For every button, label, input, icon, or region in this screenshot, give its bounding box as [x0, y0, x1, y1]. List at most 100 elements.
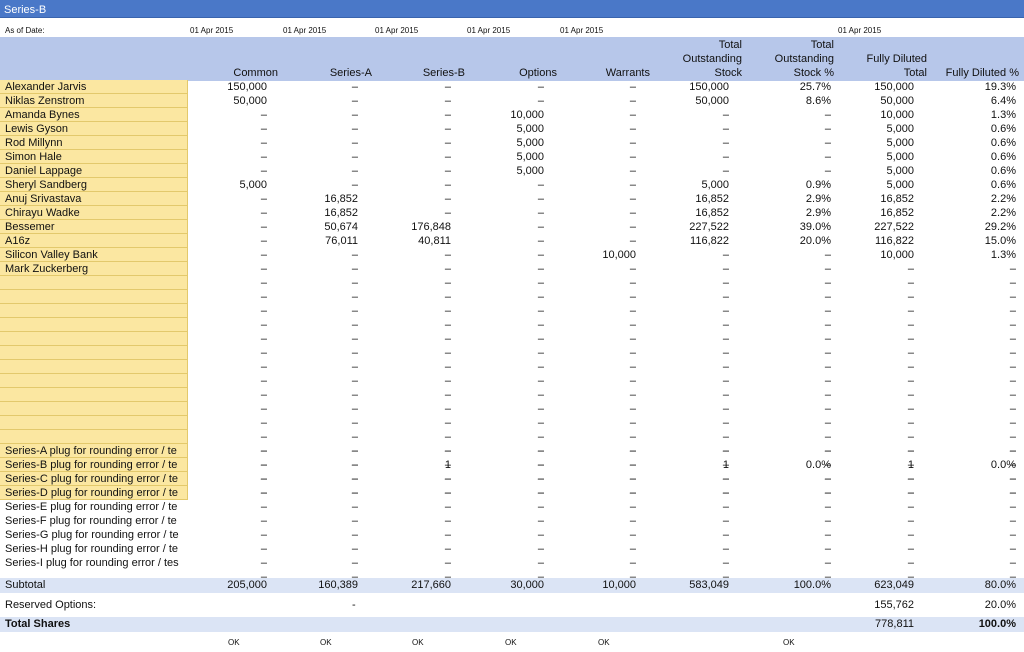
table-cell[interactable]: – [629, 165, 636, 177]
table-cell[interactable]: 16,852 [880, 207, 914, 219]
table-cell[interactable]: – [824, 109, 831, 121]
table-cell[interactable]: – [351, 95, 358, 107]
table-cell[interactable]: 10,000 [880, 109, 914, 121]
table-cell[interactable]: 1 [444, 459, 451, 471]
table-cell[interactable]: – [444, 81, 451, 93]
column-header-common[interactable]: Common [233, 67, 278, 79]
table-cell[interactable]: – [444, 123, 451, 135]
subtotal-cell[interactable]: 217,660 [411, 579, 451, 591]
table-cell[interactable]: – [537, 417, 544, 429]
table-cell[interactable]: – [260, 333, 267, 345]
table-cell[interactable]: – [907, 333, 914, 345]
table-cell[interactable]: – [444, 459, 451, 471]
table-cell[interactable]: – [824, 375, 831, 387]
table-cell[interactable]: – [260, 263, 267, 275]
table-cell[interactable]: – [444, 543, 451, 555]
table-cell[interactable]: – [351, 431, 358, 443]
table-cell[interactable]: – [260, 207, 267, 219]
table-cell[interactable]: – [260, 459, 267, 471]
table-cell[interactable]: – [444, 473, 451, 485]
table-cell[interactable]: – [444, 445, 451, 457]
table-cell[interactable]: – [629, 459, 636, 471]
table-cell[interactable]: – [722, 557, 729, 569]
table-cell[interactable]: 16,852 [695, 193, 729, 205]
table-cell[interactable]: – [1009, 445, 1016, 457]
table-cell[interactable]: – [351, 389, 358, 401]
total-shares-pct[interactable]: 100.0% [978, 618, 1016, 630]
table-cell[interactable]: – [824, 389, 831, 401]
table-cell[interactable]: – [444, 515, 451, 527]
reserved-options-total[interactable]: 155,762 [874, 599, 914, 611]
subtotal-cell[interactable]: 10,000 [602, 579, 636, 591]
table-cell[interactable]: – [351, 333, 358, 345]
table-cell[interactable]: – [629, 375, 636, 387]
table-cell[interactable]: – [722, 375, 729, 387]
table-cell[interactable]: 25.7% [799, 81, 831, 93]
table-cell[interactable]: – [824, 501, 831, 513]
table-cell[interactable]: – [824, 473, 831, 485]
table-cell[interactable]: – [907, 319, 914, 331]
table-cell[interactable]: – [260, 361, 267, 373]
table-cell[interactable]: 5,000 [516, 165, 544, 177]
table-cell[interactable]: – [722, 137, 729, 149]
table-cell[interactable]: – [629, 263, 636, 275]
table-cell[interactable]: – [722, 487, 729, 499]
table-cell[interactable]: – [260, 571, 267, 583]
table-cell[interactable]: 5,000 [701, 179, 729, 191]
table-cell[interactable]: 2.2% [990, 193, 1016, 205]
table-cell[interactable]: – [260, 193, 267, 205]
table-cell[interactable]: – [824, 403, 831, 415]
table-cell[interactable]: – [629, 347, 636, 359]
table-cell[interactable]: – [444, 361, 451, 373]
column-header-options[interactable]: Options [519, 67, 557, 79]
table-cell[interactable]: – [824, 473, 831, 485]
table-cell[interactable]: – [444, 137, 451, 149]
table-cell[interactable]: 227,522 [689, 221, 729, 233]
table-cell[interactable]: – [260, 459, 267, 471]
table-cell[interactable]: – [1009, 417, 1016, 429]
table-cell[interactable]: 15.0% [984, 235, 1016, 247]
table-cell[interactable]: – [537, 431, 544, 443]
table-cell[interactable]: – [260, 319, 267, 331]
table-cell[interactable]: – [824, 445, 831, 457]
table-cell[interactable]: – [260, 445, 267, 457]
table-cell[interactable]: – [537, 501, 544, 513]
table-cell[interactable]: 76,011 [325, 235, 358, 247]
table-cell[interactable]: – [444, 529, 451, 541]
table-cell[interactable]: – [1009, 333, 1016, 345]
table-cell[interactable]: – [537, 291, 544, 303]
table-cell[interactable]: – [722, 431, 729, 443]
table-cell[interactable]: – [722, 473, 729, 485]
table-cell[interactable]: – [824, 487, 831, 499]
table-cell[interactable]: – [629, 571, 636, 583]
table-cell[interactable]: – [537, 81, 544, 93]
holder-name-cell[interactable]: A16z [0, 234, 188, 248]
table-cell[interactable]: – [1009, 347, 1016, 359]
table-cell[interactable]: – [629, 543, 636, 555]
table-cell[interactable]: – [1009, 291, 1016, 303]
table-cell[interactable]: – [824, 165, 831, 177]
table-cell[interactable]: – [537, 263, 544, 275]
table-cell[interactable]: – [824, 123, 831, 135]
table-cell[interactable]: – [351, 403, 358, 415]
table-cell[interactable]: – [444, 445, 451, 457]
sheet-title-bar[interactable]: Series-B [0, 0, 1024, 18]
table-cell[interactable]: – [824, 137, 831, 149]
table-cell[interactable]: – [1009, 263, 1016, 275]
table-cell[interactable]: – [537, 235, 544, 247]
holder-name-cell[interactable]: Rod Millynn [0, 136, 188, 150]
table-cell[interactable]: – [260, 543, 267, 555]
table-cell[interactable]: – [351, 571, 358, 583]
table-cell[interactable]: – [537, 221, 544, 233]
table-cell[interactable]: – [907, 403, 914, 415]
table-cell[interactable]: – [722, 347, 729, 359]
table-cell[interactable]: 16,852 [324, 193, 358, 205]
table-cell[interactable]: – [824, 445, 831, 457]
table-cell[interactable]: – [629, 459, 636, 471]
subtotal-cell[interactable]: 160,389 [318, 579, 358, 591]
table-cell[interactable]: 0.0% [990, 459, 1016, 471]
table-cell[interactable]: – [907, 529, 914, 541]
table-cell[interactable]: 8.6% [805, 95, 831, 107]
holder-name-cell[interactable]: Amanda Bynes [0, 108, 188, 122]
table-cell[interactable]: – [444, 151, 451, 163]
